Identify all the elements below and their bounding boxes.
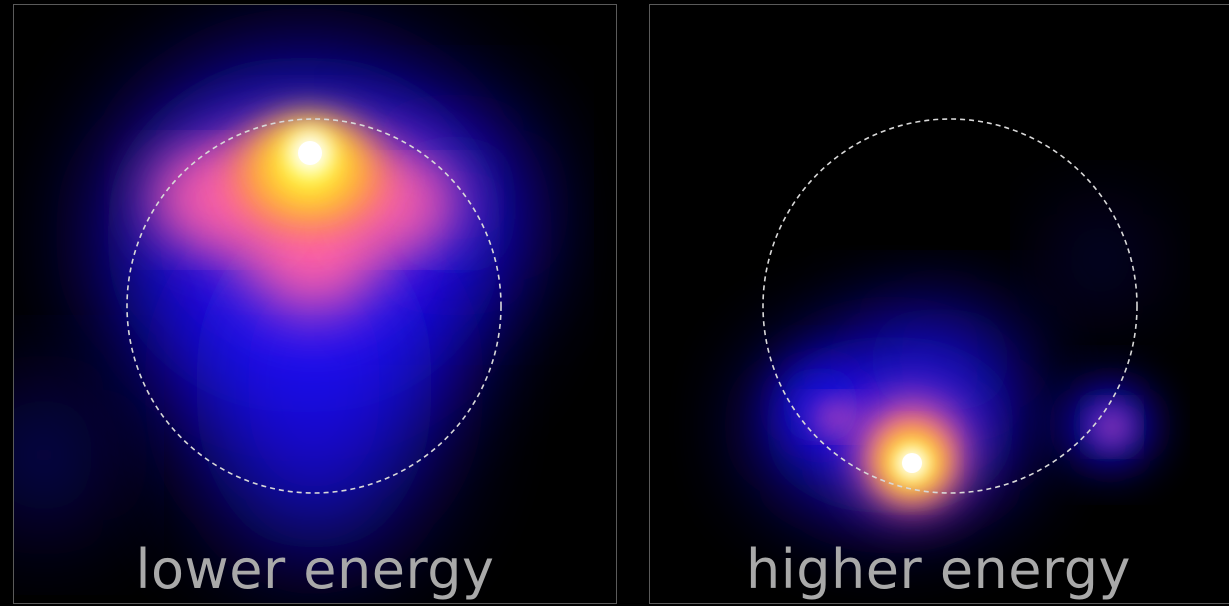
- higher-energy-heatmap: [760, 118, 1150, 515]
- lower-energy-panel: lower energy: [13, 4, 617, 604]
- dashed-circle: [762, 118, 1138, 494]
- lower-energy-heatmap: [14, 55, 524, 555]
- white-core: [288, 131, 332, 175]
- higher-energy-panel: higher energy: [649, 4, 1229, 604]
- higher-energy-caption: higher energy: [746, 538, 1131, 601]
- dashed-circle: [126, 118, 502, 494]
- white-core: [896, 447, 928, 479]
- lower-energy-caption: lower energy: [135, 538, 495, 601]
